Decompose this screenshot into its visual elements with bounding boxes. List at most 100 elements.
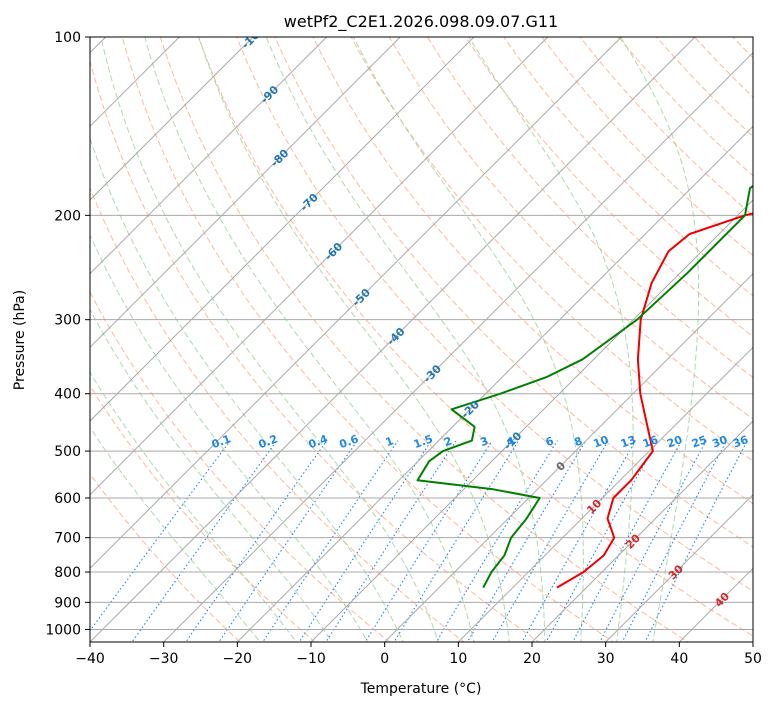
y-tick-label: 400: [54, 387, 81, 403]
dry-adiabat-line: [655, 37, 753, 138]
mixing-ratio-label: 0.6: [338, 432, 361, 451]
mixing-ratio-label: 0.1: [210, 432, 233, 451]
moist-adiabat-line: [90, 308, 333, 642]
mixing-ratio-label: 0.2: [257, 432, 280, 451]
isotherm-line: [90, 37, 475, 422]
background-lines: [90, 10, 775, 654]
dry-adiabat-line: [121, 37, 615, 642]
isotherm-label: -60: [322, 240, 345, 263]
isotherm-line: [457, 346, 753, 642]
isotherm-line: [752, 641, 753, 642]
moist-adiabat-line: [90, 136, 404, 642]
dry-adiabat-line: [236, 37, 753, 592]
mixing-ratio-label: 8: [572, 434, 584, 449]
dewpoint-profile-line: [416, 184, 753, 589]
isotherm-label: 20: [623, 531, 643, 551]
axis-ticks: −40 −30 −20 −10 0 10 20 30 40 5010020030040050060…: [45, 30, 762, 667]
dry-adiabat-line: [90, 472, 241, 642]
y-tick-label: 500: [54, 444, 81, 460]
mixing-ratio-label: 3: [478, 434, 490, 449]
mixing-ratio-line: [621, 440, 728, 642]
dry-adiabat-line: [693, 37, 753, 98]
y-tick-label: 300: [54, 313, 81, 329]
x-tick-label: −30: [149, 651, 179, 667]
dry-adiabat-line: [90, 384, 316, 642]
dry-adiabat-line: [503, 37, 753, 297]
mixing-ratio-label: 36: [731, 433, 750, 451]
mixing-ratio-line: [521, 440, 637, 642]
mixing-ratio-line: [218, 440, 358, 642]
mixing-ratio-line: [90, 440, 231, 632]
mixing-ratio-line: [185, 440, 328, 642]
dry-adiabat-line: [312, 37, 753, 505]
y-tick-label: 200: [54, 208, 81, 224]
isopleth-labels: -100-90-80-70-60-50-40-30-20-10010203040…: [210, 37, 750, 610]
x-axis-label: Temperature (°C): [360, 681, 482, 697]
isotherm-label: -80: [268, 146, 291, 169]
isotherm-label: -90: [258, 83, 281, 106]
x-tick-label: −40: [75, 651, 105, 667]
y-axis-label: Pressure (hPa): [12, 290, 28, 390]
x-tick-label: 20: [523, 651, 541, 667]
dry-adiabat-line: [90, 59, 540, 642]
x-tick-label: 0: [380, 651, 389, 667]
mixing-ratio-line: [364, 440, 493, 642]
y-tick-label: 100: [54, 30, 81, 46]
mixing-ratio-label: 6: [544, 434, 556, 449]
mixing-ratio-line: [298, 440, 432, 642]
isotherm-line: [90, 37, 622, 570]
dry-adiabat-line: [274, 37, 753, 548]
dry-adiabat-line: [197, 37, 753, 637]
isotherm-line: [90, 37, 254, 201]
isotherm-line: [90, 37, 696, 642]
mixing-ratio-label: 20: [665, 433, 684, 451]
isotherm-line: [531, 420, 753, 642]
isotherm-label: 0: [554, 459, 569, 474]
dry-adiabat-line: [745, 10, 775, 654]
mixing-ratio-label: 30: [710, 433, 729, 451]
moist-adiabat-line: [198, 37, 510, 642]
mixing-ratio-line: [545, 440, 659, 642]
x-tick-label: 40: [670, 651, 688, 667]
x-tick-label: 10: [449, 651, 467, 667]
isotherm-label: -70: [298, 191, 321, 214]
dry-adiabat-line: [90, 186, 465, 642]
mixing-ratio-line: [491, 440, 609, 642]
dry-adiabat-line: [732, 37, 753, 59]
mixing-ratio-label: 0.4: [307, 432, 330, 451]
y-tick-label: 900: [54, 595, 81, 611]
mixing-ratio-label: 25: [690, 433, 709, 450]
mixing-ratio-label: 4: [505, 434, 517, 449]
y-tick-label: 700: [54, 531, 81, 547]
mixing-ratio-line: [572, 440, 683, 642]
isotherm-label: -50: [350, 286, 373, 309]
isotherm-line: [605, 493, 753, 642]
isotherm-line: [90, 37, 328, 275]
isotherm-line: [310, 199, 753, 642]
y-tick-label: 1000: [45, 622, 81, 638]
isotherm-line: [236, 125, 753, 642]
dry-adiabat-line: [350, 37, 753, 462]
isotherm-line: [90, 37, 549, 496]
dry-adiabat-line: [541, 37, 753, 257]
moist-adiabat-line: [353, 37, 584, 642]
dry-adiabat-line: [465, 37, 753, 338]
dry-adiabat-line: [426, 37, 753, 378]
mixing-ratio-line: [644, 440, 748, 642]
dry-adiabat-line: [617, 37, 753, 177]
series-lines: [416, 184, 753, 589]
mixing-ratio-label: 1.5: [412, 432, 435, 451]
plot-frame: [89, 36, 754, 643]
mixing-ratio-label: 13: [619, 433, 638, 450]
dry-adiabat-line: [159, 37, 690, 642]
mixing-ratio-line: [325, 440, 457, 642]
mixing-ratio-line: [599, 440, 707, 642]
mixing-ratio-line: [131, 440, 278, 642]
chart-title: wetPf2_C2E1.2026.098.09.07.G11: [284, 12, 558, 32]
moist-adiabat-line: [468, 37, 634, 642]
isotherm-line: [163, 51, 753, 642]
dry-adiabat-line: [90, 291, 391, 642]
isotherm-line: [90, 37, 401, 349]
y-tick-label: 800: [54, 565, 81, 581]
